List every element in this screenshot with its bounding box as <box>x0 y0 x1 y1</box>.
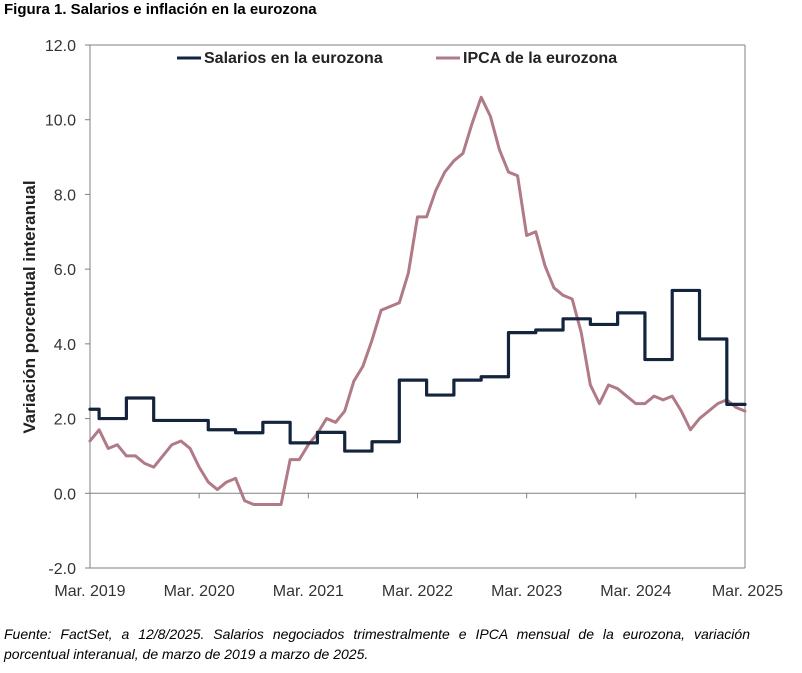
legend: Salarios en la eurozona IPCA de la euroz… <box>177 50 617 67</box>
x-tick-label: Mar. 2024 <box>600 583 671 600</box>
y-tick-label: 2.0 <box>54 412 76 429</box>
y-tick-label: 0.0 <box>54 486 76 503</box>
figure-title: Figura 1. Salarios e inflación en la eur… <box>4 1 317 18</box>
x-tick-label: Mar. 2023 <box>491 583 562 600</box>
y-tick-label: 12.0 <box>45 38 76 55</box>
x-tick-label: Mar. 2019 <box>54 583 125 600</box>
y-tick-label: 10.0 <box>45 113 76 130</box>
x-tick-label: Mar. 2022 <box>382 583 453 600</box>
x-tick-label: Mar. 2020 <box>164 583 235 600</box>
y-tick-label: 6.0 <box>54 262 76 279</box>
series-line-hicp <box>88 95 747 506</box>
series-layer <box>88 95 747 506</box>
legend-label-wages: Salarios en la eurozona <box>204 50 383 67</box>
axes: -2.0 0.0 2.0 4.0 6.0 8.0 10.0 12.0 Mar. 2019 Mar.… <box>45 38 783 600</box>
legend-label-hicp: IPCA de la eurozona <box>463 50 617 67</box>
y-axis-label-group: Variación porcentual interanual <box>20 180 39 433</box>
y-tick-label: 8.0 <box>54 187 76 204</box>
y-tick-label: -2.0 <box>48 561 76 578</box>
y-tick-label: 4.0 <box>54 337 76 354</box>
x-tick-label: Mar. 2025 <box>712 583 783 600</box>
x-tick-label: Mar. 2021 <box>273 583 344 600</box>
series-line-wages <box>88 288 747 453</box>
y-axis-label: Variación porcentual interanual <box>20 180 39 433</box>
figure-source-note: Fuente: FactSet, a 12/8/2025. Salarios n… <box>4 626 750 662</box>
